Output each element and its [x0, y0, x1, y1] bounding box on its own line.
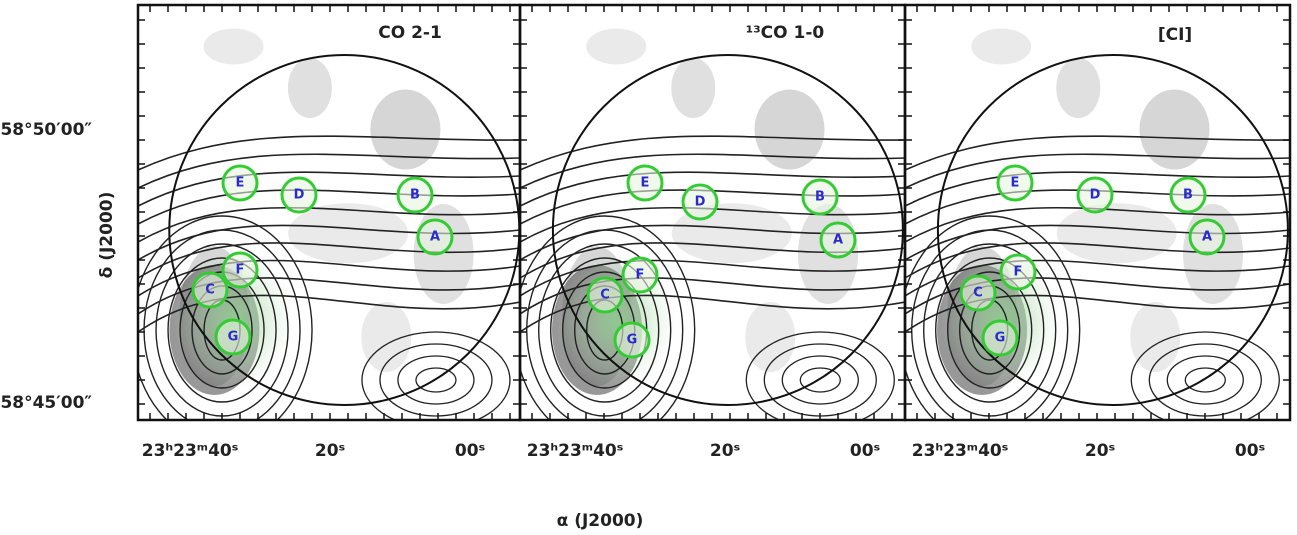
source-label: E	[1011, 176, 1020, 191]
source-label: G	[995, 331, 1006, 346]
panel: E D B A F C G [CI] 23ʰ23ᵐ40ˢ 20ˢ 00ˢ	[900, 5, 1290, 461]
emission	[971, 29, 1031, 65]
y-tick-label: 58°45′00″	[0, 393, 92, 413]
source-label: F	[636, 268, 645, 283]
y-axis-label: δ (J2000)	[97, 192, 117, 279]
contour	[138, 154, 520, 188]
emission	[671, 58, 715, 118]
emission	[1056, 58, 1100, 118]
x-axis-label: α (J2000)	[557, 511, 644, 531]
contour	[520, 154, 905, 188]
source-label: C	[973, 286, 983, 301]
source-label: D	[294, 188, 305, 203]
contour	[764, 344, 876, 416]
y-tick-label: 58°50′00″	[0, 120, 92, 140]
source-label: D	[695, 195, 706, 210]
emission	[204, 29, 264, 65]
map-area	[132, 29, 520, 445]
emission	[586, 29, 646, 65]
emission	[288, 58, 332, 118]
source-label: F	[1014, 265, 1023, 280]
source-label: B	[410, 188, 420, 203]
source-label: B	[815, 190, 825, 205]
x-tick-label: 23ʰ23ᵐ40ˢ	[912, 441, 1008, 461]
source-label: B	[1183, 188, 1193, 203]
source-label: G	[228, 330, 239, 345]
contour	[782, 356, 858, 404]
source-label: C	[600, 288, 610, 303]
x-tick-label: 00ˢ	[455, 441, 485, 461]
x-tick-label: 00ˢ	[1235, 441, 1265, 461]
source-label: A	[833, 233, 843, 248]
x-tick-label: 20ˢ	[1085, 441, 1115, 461]
contour	[1149, 344, 1261, 416]
source-label: A	[1202, 230, 1212, 245]
x-tick-label: 20ˢ	[315, 441, 345, 461]
map-area	[900, 29, 1290, 445]
panels: E D B A F C G CO 2-1 23ʰ23ᵐ40ˢ 20ˢ 00ˢ E D B A F C G ¹³CO …	[132, 5, 1290, 461]
source-label: E	[641, 176, 650, 191]
source-label: D	[1090, 188, 1101, 203]
contour	[138, 136, 520, 170]
figure: E D B A F C G CO 2-1 23ʰ23ᵐ40ˢ 20ˢ 00ˢ E D B A F C G ¹³CO …	[0, 0, 1297, 535]
panel: E D B A F C G CO 2-1 23ʰ23ᵐ40ˢ 20ˢ 00ˢ	[132, 5, 520, 461]
source-label: C	[205, 283, 215, 298]
source-label: E	[236, 176, 245, 191]
contour	[1185, 368, 1225, 392]
panel-title: ¹³CO 1-0	[746, 23, 825, 43]
x-tick-label: 23ʰ23ᵐ40ˢ	[527, 441, 623, 461]
contour	[1167, 356, 1243, 404]
panel-title: CO 2-1	[378, 23, 442, 43]
contour	[800, 368, 840, 392]
panel-title: [CI]	[1158, 25, 1192, 45]
x-tick-label: 00ˢ	[850, 441, 880, 461]
source-label: G	[627, 333, 638, 348]
source-label: A	[430, 230, 440, 245]
panel: E D B A F C G ¹³CO 1-0 23ʰ23ᵐ40ˢ 20ˢ 00ˢ	[515, 5, 905, 461]
x-tick-label: 20ˢ	[710, 441, 740, 461]
source-label: F	[236, 263, 245, 278]
x-tick-label: 23ʰ23ᵐ40ˢ	[142, 441, 238, 461]
